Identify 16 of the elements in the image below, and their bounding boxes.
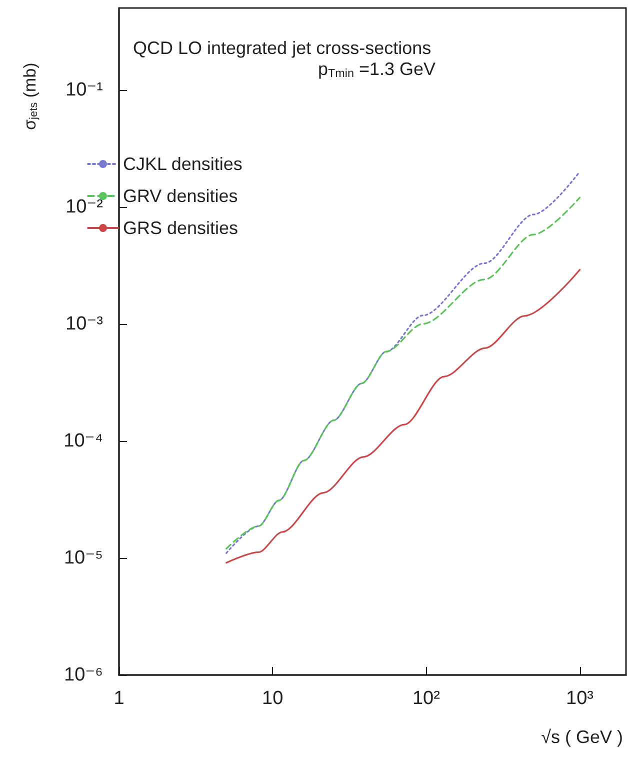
y-tick-label: 10⁻⁶ [64,664,103,686]
y-tick-label: 10⁻² [66,196,103,218]
x-tick-label: 10² [412,688,440,709]
text: QCD LO integrated jet cross-sections [133,38,432,58]
legend-label: GRV densities [123,186,238,206]
y-tick-label: 10⁻¹ [66,79,103,100]
y-tick-label: 10⁻³ [66,313,103,334]
x-axis-title: √s ( GeV ) [541,727,624,747]
x-tick-label: 10 [262,688,284,709]
y-tick-label: 10⁻⁵ [64,547,103,568]
legend-label: GRS densities [123,218,238,238]
y-tick-label: 10⁻⁴ [64,430,103,452]
legend-label: CJKL densities [123,154,242,174]
x-tick-label: 1 [114,688,124,709]
x-tick-label: 10³ [566,688,594,709]
y-axis-title: σjets (mb) [20,62,40,130]
